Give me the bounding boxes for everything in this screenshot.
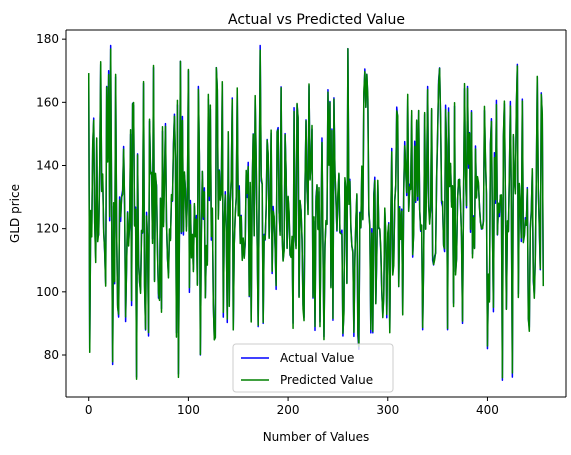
y-tick-label: 100 [36, 285, 59, 299]
y-axis-label: GLD price [8, 184, 22, 243]
legend-label-predicted: Predicted Value [280, 373, 373, 387]
plot-area [87, 44, 545, 382]
y-axis-ticks: 80 100 120 140 160 180 [36, 32, 66, 362]
x-tick-label: 100 [177, 403, 200, 417]
legend: Actual Value Predicted Value [232, 343, 394, 393]
x-axis-ticks: 0 100 200 300 400 [85, 397, 499, 417]
y-tick-label: 180 [36, 32, 59, 46]
series-line-predicted [87, 47, 545, 380]
y-tick-label: 120 [36, 222, 59, 236]
y-tick-label: 160 [36, 95, 59, 109]
x-tick-label: 0 [85, 403, 93, 417]
y-tick-label: 140 [36, 158, 59, 172]
x-tick-label: 400 [476, 403, 499, 417]
y-tick-label: 80 [44, 348, 59, 362]
axes-frame [65, 29, 567, 398]
x-axis-label: Number of Values [263, 430, 370, 444]
x-tick-label: 300 [376, 403, 399, 417]
series-layer [87, 44, 545, 382]
legend-label-actual: Actual Value [280, 351, 354, 365]
legend-box [232, 343, 394, 393]
x-tick-label: 200 [277, 403, 300, 417]
chart-title: Actual vs Predicted Value [228, 12, 405, 28]
